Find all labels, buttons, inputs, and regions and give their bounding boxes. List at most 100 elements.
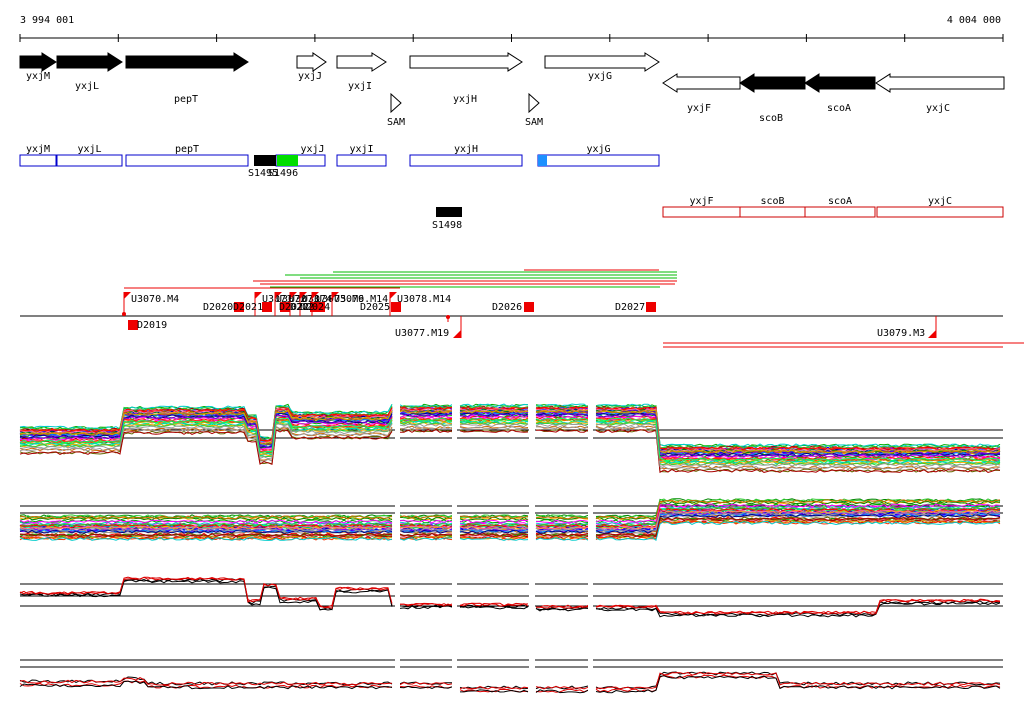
marker-label-D2027: D2027	[615, 302, 645, 313]
marker-dot	[446, 315, 450, 319]
profile-line	[19, 422, 393, 457]
profile-line	[535, 523, 589, 527]
marker-label-U3077.M19: U3077.M19	[395, 328, 449, 339]
profile-line	[19, 529, 393, 534]
transcript-box-yxjH	[409, 154, 523, 167]
profile-line	[19, 413, 393, 448]
profile-line	[399, 522, 453, 527]
marker-label-D2020: D2020	[203, 302, 233, 313]
segment-block-black	[254, 155, 276, 166]
gene-arrow-yxjH	[409, 52, 523, 72]
profile-line	[535, 685, 589, 690]
profile-line	[595, 423, 1001, 468]
marker-label-U3070.M4: U3070.M4	[131, 294, 179, 305]
profile-line	[19, 404, 393, 440]
profile-line	[459, 429, 529, 433]
gene-label-yxjI: yxjI	[348, 81, 372, 92]
profile-line	[399, 527, 453, 532]
gene-arrow-yxjM	[19, 52, 57, 72]
profile-line	[459, 403, 529, 408]
marker-flag	[312, 292, 319, 299]
profile-line	[535, 537, 589, 541]
profile-line	[535, 428, 589, 433]
profile-line	[459, 405, 529, 410]
marker-block-D2025	[391, 302, 401, 312]
marker-label-U3078.M14: U3078.M14	[397, 294, 451, 305]
marker-label-U3075.M9: U3075.M9	[316, 294, 364, 305]
transcript-label-yxjL: yxjL	[77, 144, 101, 155]
riboswitch-label: SAM	[525, 117, 543, 128]
profile-line	[19, 521, 393, 526]
marker-label-U3074: U3074	[302, 294, 332, 305]
profile-line	[459, 685, 529, 690]
profile-line	[595, 413, 1000, 458]
profile-line	[459, 413, 529, 418]
segment-label-s1496: S1496	[268, 168, 298, 179]
profile-line	[536, 514, 589, 519]
profile-line	[535, 414, 589, 419]
marker-flag	[453, 330, 461, 338]
profile-line	[595, 511, 1001, 532]
profile-line	[595, 409, 1001, 454]
profile-line	[399, 410, 453, 414]
profile-line	[399, 421, 453, 426]
marker-label-D2026: D2026	[492, 302, 522, 313]
profile-line	[595, 429, 1001, 474]
transcript-label-scoB: scoB	[760, 196, 784, 207]
profile-line	[595, 516, 1001, 538]
profile-line	[399, 529, 453, 534]
profile-line	[595, 503, 1001, 524]
profile-line	[399, 602, 453, 607]
profile-line	[19, 416, 393, 451]
transcript-box-yxjI	[336, 154, 387, 167]
segment-label-s1495: S1495	[248, 168, 278, 179]
transcription-marker-track: U3070.M4 U3071U3072U3073U3074U3075.M9U307…	[20, 269, 1024, 348]
profile-line	[19, 408, 393, 444]
profile-gap	[529, 395, 535, 705]
profile-line	[459, 423, 529, 428]
profile-line	[399, 412, 453, 417]
marker-label-D2022: D2022	[279, 302, 309, 313]
profile-line	[19, 515, 393, 520]
gene-label-scoA: scoA	[827, 103, 851, 114]
segment-label-s1498: S1498	[432, 220, 462, 231]
profile-line	[535, 409, 589, 413]
marker-flag	[390, 292, 397, 299]
segment-block-cyan	[538, 155, 547, 166]
marker-label-D2019: D2019	[137, 320, 167, 331]
marker-label-U3073: U3073	[289, 294, 319, 305]
profile-line	[19, 414, 393, 451]
profile-line	[459, 536, 529, 541]
transcript-box-yxjM	[19, 154, 57, 167]
profile-line	[19, 405, 393, 441]
profile-line	[535, 423, 589, 428]
profile-line	[399, 525, 453, 529]
marker-block-D2021	[262, 302, 272, 312]
profile-line	[459, 409, 529, 414]
profile-line	[535, 417, 589, 422]
marker-block-D2022	[280, 302, 290, 312]
riboswitch-triangle	[390, 92, 402, 114]
profile-line	[19, 425, 393, 462]
profile-line	[459, 602, 529, 607]
transcript-label-pepT: pepT	[175, 144, 199, 155]
gene-label-yxjC: yxjC	[926, 103, 950, 114]
marker-label-U3071: U3071	[262, 294, 292, 305]
profile-line	[19, 423, 393, 460]
profile-line	[459, 527, 529, 532]
segment-block-green	[277, 155, 298, 166]
profile-line	[399, 423, 453, 427]
ruler-start-label: 3 994 001	[20, 15, 74, 26]
profile-line	[399, 681, 453, 686]
gene-track: yxjM yxjL pepT yxjJ yxjI yxjH yxjG yxjF scoB scoA…	[19, 52, 1005, 128]
transcript-box-scoB	[739, 206, 806, 218]
profile-line	[459, 529, 528, 534]
profile-line	[595, 500, 1001, 521]
profile-line	[595, 499, 1001, 520]
marker-block-D2019	[128, 320, 138, 330]
profile-line	[459, 425, 529, 430]
gene-arrow-pepT	[125, 52, 249, 72]
profile-gap	[588, 395, 593, 705]
